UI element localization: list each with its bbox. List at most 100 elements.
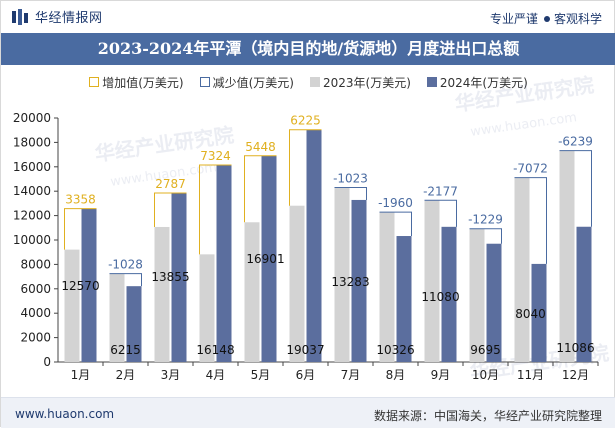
legend-decrease: 减少值(万美元) <box>199 74 294 91</box>
value-label-2024: 10326 <box>376 343 414 357</box>
bar-2023 <box>154 226 170 362</box>
change-label: 5448 <box>245 140 276 154</box>
x-tick-label: 3月 <box>161 368 181 382</box>
y-tick-label: 4000 <box>20 306 51 320</box>
bar-2024 <box>576 226 592 362</box>
footer: www.huaon.com 数据来源：中国海关，华经产业研究院整理 <box>1 397 615 428</box>
bar-2023 <box>289 205 305 362</box>
bar-2023 <box>424 200 440 362</box>
y-tick-label: 20000 <box>13 111 51 125</box>
x-tick-label: 8月 <box>386 368 406 382</box>
bar-2024 <box>261 155 277 362</box>
huajing-logo-icon <box>12 8 28 25</box>
y-tick-label: 14000 <box>13 184 51 198</box>
legend-increase-swatch <box>89 77 100 87</box>
change-label: -1229 <box>468 213 503 227</box>
legend-2023: 2023年(万美元) <box>309 74 411 91</box>
x-tick-label: 12月 <box>562 368 589 382</box>
bar-2024 <box>441 226 457 362</box>
legend-2024-swatch <box>426 77 437 87</box>
change-label: -1023 <box>333 171 368 185</box>
bar-2024 <box>306 129 322 362</box>
value-label-2024: 9695 <box>470 343 501 357</box>
x-tick-label: 2月 <box>116 368 136 382</box>
bar-2023 <box>244 222 260 362</box>
change-label: -1960 <box>378 196 413 210</box>
top-bar: 华经情报网 专业严谨 客观科学 <box>1 1 615 33</box>
increase-bracket <box>289 129 322 206</box>
change-label: 2787 <box>155 177 186 191</box>
decrease-bracket <box>559 150 592 227</box>
footer-source: 数据来源：中国海关，华经产业研究院整理 <box>373 409 602 423</box>
bar-2024 <box>396 236 412 362</box>
legend-2024-label: 2024年(万美元) <box>439 75 528 90</box>
y-tick-label: 18000 <box>13 135 51 149</box>
increase-bracket <box>199 164 232 255</box>
legend-2023-swatch <box>309 77 320 87</box>
increase-bracket <box>244 155 277 223</box>
bar-2023 <box>469 228 485 362</box>
bar-2024 <box>531 263 547 362</box>
bar-2024 <box>486 243 502 362</box>
y-tick-label: 8000 <box>20 257 51 271</box>
decrease-bracket <box>424 199 457 227</box>
decrease-bracket <box>379 211 412 237</box>
value-label-2024: 13855 <box>151 270 189 284</box>
y-tick-label: 2000 <box>20 331 51 345</box>
change-label: -7072 <box>513 162 548 176</box>
tagline-right: 客观科学 <box>553 12 602 26</box>
y-tick-label: 16000 <box>13 160 51 174</box>
bar-2023 <box>199 254 215 362</box>
decrease-bracket <box>514 177 547 264</box>
y-tick-label: 10000 <box>13 233 51 247</box>
x-tick-label: 1月 <box>71 368 91 382</box>
brand-name: 华经情报网 <box>35 11 103 26</box>
increase-bracket <box>154 192 187 227</box>
bar-2023 <box>334 187 350 362</box>
bar-2023 <box>379 212 395 362</box>
footer-url: www.huaon.com <box>15 407 115 421</box>
bar-2023 <box>109 273 125 362</box>
bar-2023 <box>559 150 575 362</box>
value-label-2024: 12570 <box>61 279 99 293</box>
bullet-dot-icon <box>543 16 550 22</box>
legend-increase-label: 增加值(万美元) <box>102 75 184 90</box>
legend-decrease-swatch <box>199 77 210 87</box>
change-label: -6239 <box>558 135 593 149</box>
bar-2024 <box>351 199 367 362</box>
legend-increase: 增加值(万美元) <box>89 74 184 91</box>
brand: 华经情报网 <box>11 7 103 26</box>
legend-2024: 2024年(万美元) <box>426 74 528 91</box>
decrease-bracket <box>469 228 502 244</box>
y-tick-label: 0 <box>43 355 51 369</box>
bar-2023 <box>64 249 80 362</box>
title-bar: 2023-2024年平潭（境内目的地/货源地）月度进出口总额 <box>1 33 615 65</box>
bar-chart: 华经产业研究院华经产业研究院华经产业研究院www.huaon.comwww.hu… <box>13 73 611 384</box>
value-label-2024: 8040 <box>515 307 546 321</box>
bar-2024 <box>81 208 97 362</box>
value-label-2024: 6215 <box>110 343 141 357</box>
tagline: 专业严谨 客观科学 <box>490 10 602 27</box>
legend: 增加值(万美元) 减少值(万美元) 2023年(万美元) 2024年(万美元) <box>1 71 615 93</box>
x-tick-label: 9月 <box>431 368 451 382</box>
x-tick-label: 7月 <box>341 368 361 382</box>
change-label: -2177 <box>423 184 458 198</box>
tagline-left: 专业严谨 <box>489 12 538 26</box>
value-label-2024: 19037 <box>286 343 324 357</box>
value-label-2024: 11080 <box>421 290 459 304</box>
value-label-2024: 16901 <box>246 252 284 266</box>
value-label-2024: 11086 <box>556 341 594 355</box>
bar-2024 <box>171 192 187 362</box>
legend-decrease-label: 减少值(万美元) <box>212 75 294 90</box>
change-label: 6225 <box>290 114 321 128</box>
y-tick-label: 12000 <box>13 209 51 223</box>
bar-2024 <box>216 164 232 362</box>
value-label-2024: 16148 <box>196 343 234 357</box>
change-label: -1028 <box>108 258 143 272</box>
x-tick-label: 10月 <box>472 368 499 382</box>
x-tick-label: 5月 <box>251 368 271 382</box>
change-label: 3358 <box>65 193 96 207</box>
legend-2023-label: 2023年(万美元) <box>322 75 411 90</box>
x-tick-label: 4月 <box>206 368 226 382</box>
